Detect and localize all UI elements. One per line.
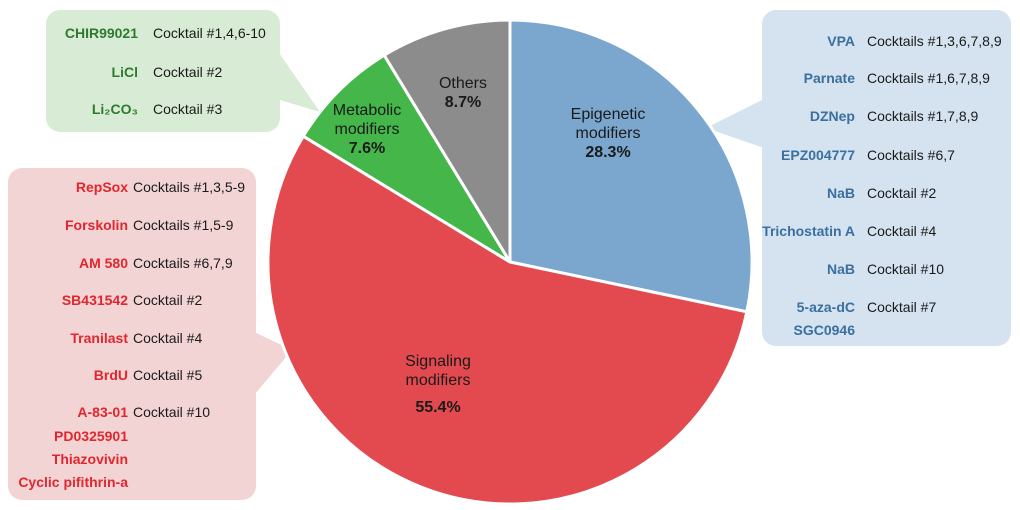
metabolic-drug-panel [46,10,280,132]
cocktail-label: Cocktail #5 [133,367,203,383]
pie-slice-others [382,18,512,264]
drug-name: Thiazovivin [51,451,128,467]
cocktail-label: Cocktails #6,7,9 [133,255,233,271]
drug-name: PD0325901 [54,428,128,444]
pie-slice-signaling [266,134,749,506]
drug-name: VPA [827,33,855,49]
drug-name: SB431542 [61,292,128,308]
drug-name: SGC0946 [793,322,855,338]
pie-slices [266,18,754,506]
slice-label-line: Signaling [405,353,471,370]
drug-name: 5-aza-dC [796,299,855,315]
signaling-callout-connector [250,330,292,400]
slice-percent: 28.3% [585,144,631,161]
drug-name: RepSox [75,179,128,195]
cocktail-label: Cocktails #1,3,5-9 [133,179,246,195]
slice-label-line: Epigenetic [570,106,646,123]
drug-name: EPZ004777 [781,147,855,163]
cocktail-label: Cocktail #2 [133,292,203,308]
drug-name: Trichostatin A [762,223,855,239]
drug-name: Tranilast [70,330,128,346]
drug-name: Forskolin [64,217,128,233]
slice-label-line: Others [438,75,487,92]
cocktail-label: Cocktails #6,7 [867,147,955,163]
drug-name: A-83-01 [77,404,128,420]
drug-name: Parnate [803,70,855,86]
cocktail-label: Cocktail #1,4,6-10 [153,25,266,41]
slice-label-line: modifiers [575,125,641,142]
epigenetic-callout-connector [706,96,770,150]
cocktail-label: Cocktail #2 [153,64,223,80]
metabolic-callout-connector [270,40,320,112]
pie-slice-metabolic [301,53,512,264]
pie-slice-label-others: Others 8.7% [418,74,508,112]
drug-name: Cyclic pifithrin-a [18,474,128,490]
slice-label-line: modifiers [405,372,471,389]
cocktail-label: Cocktail #4 [133,330,203,346]
slice-percent: 8.7% [444,94,482,111]
drug-name: BrdU [93,367,128,383]
cocktail-label: Cocktails #1,7,8,9 [867,108,979,124]
pie-slice-label-metabolic: Metabolic modifiers 7.6% [312,101,422,158]
cocktail-label: Cocktail #3 [153,101,223,117]
drug-name: NaB [826,261,855,277]
drug-name: CHIR99021 [64,25,138,41]
cocktail-label: Cocktail #10 [133,404,211,420]
cocktail-label: Cocktails #1,5-9 [133,217,234,233]
cocktail-label: Cocktail #10 [867,261,945,277]
pie-slice-label-signaling: Signaling modifiers 55.4% [378,352,498,417]
drug-name: AM 580 [78,255,128,271]
drug-name: Li₂CO₃ [91,101,138,117]
pie-slice-epigenetic [508,18,754,314]
drug-name: NaB [826,185,855,201]
cocktail-label: Cocktails #1,3,6,7,8,9 [867,33,1002,49]
pie-slice-label-epigenetic: Epigenetic modifiers 28.3% [548,105,668,162]
cocktail-label: Cocktail #4 [867,223,937,239]
cocktail-label: Cocktail #7 [867,299,937,315]
slice-label-line: Metabolic [332,102,402,119]
cocktail-label: Cocktails #1,6,7,8,9 [867,70,990,86]
cocktail-label: Cocktail #2 [867,185,937,201]
signaling-drug-panel [8,168,256,500]
slice-label-line: modifiers [334,121,400,138]
epigenetic-drug-panel [762,10,1011,346]
slice-percent: 7.6% [348,140,386,157]
drug-name: LiCl [111,64,138,80]
drug-name: DZNep [809,108,855,124]
slice-percent: 55.4% [415,399,461,416]
